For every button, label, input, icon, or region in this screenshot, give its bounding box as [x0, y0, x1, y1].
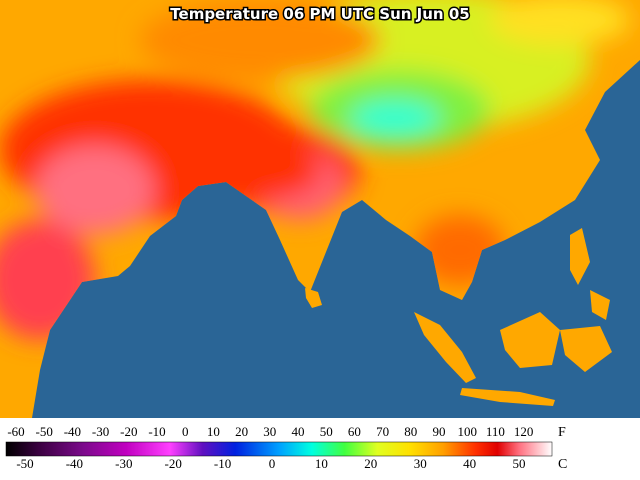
fahrenheit-label: -30: [92, 424, 109, 439]
fahrenheit-label: -10: [148, 424, 165, 439]
fahrenheit-label: 100: [457, 424, 477, 439]
fahrenheit-label: -20: [120, 424, 137, 439]
unit-label: F: [558, 425, 566, 440]
fahrenheit-label: 120: [514, 424, 534, 439]
land: [0, 0, 640, 418]
fahrenheit-label: 0: [182, 424, 189, 439]
fahrenheit-label: 60: [348, 424, 361, 439]
color-bar: [5, 441, 553, 457]
celsius-label: -40: [66, 456, 83, 471]
celsius-label: 0: [269, 456, 276, 471]
fahrenheit-label: -40: [64, 424, 81, 439]
fahrenheit-label: -60: [7, 424, 24, 439]
fahrenheit-label: 90: [433, 424, 446, 439]
map-title: Temperature 06 PM UTC Sun Jun 05: [170, 5, 469, 23]
fahrenheit-label: 50: [320, 424, 333, 439]
celsius-label: 10: [315, 456, 328, 471]
unit-label: C: [558, 457, 567, 472]
fahrenheit-label: 20: [235, 424, 248, 439]
fahrenheit-label: 40: [292, 424, 305, 439]
fahrenheit-label: 110: [486, 424, 505, 439]
celsius-label: 50: [513, 456, 526, 471]
celsius-label: -10: [214, 456, 231, 471]
fahrenheit-label: 10: [207, 424, 220, 439]
celsius-label: 20: [364, 456, 377, 471]
fahrenheit-label: -50: [36, 424, 53, 439]
celsius-label: 40: [463, 456, 476, 471]
celsius-label: -30: [115, 456, 132, 471]
fahrenheit-label: 30: [263, 424, 276, 439]
celsius-label: -50: [16, 456, 33, 471]
celsius-label: -20: [165, 456, 182, 471]
celsius-label: 30: [414, 456, 427, 471]
fahrenheit-label: 80: [404, 424, 417, 439]
fahrenheit-label: 70: [376, 424, 389, 439]
